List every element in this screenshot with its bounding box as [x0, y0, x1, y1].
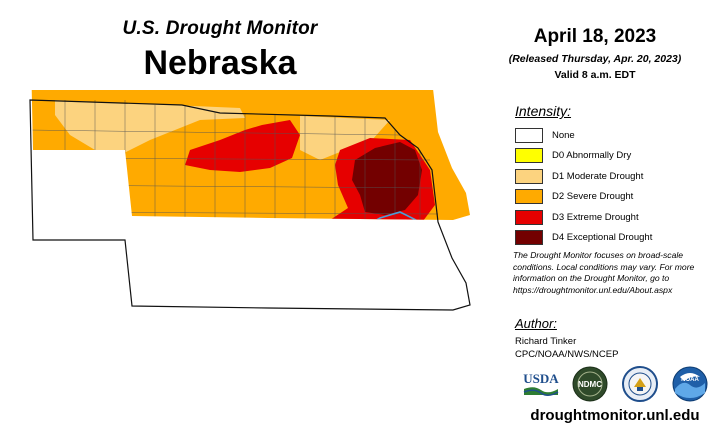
legend-item-d3: D3 Extreme Drought: [515, 207, 715, 228]
valid-time: Valid 8 a.m. EDT: [554, 69, 636, 81]
legend-swatch: [515, 230, 543, 246]
author-name: Richard Tinker: [515, 336, 577, 347]
d1-north-area: [55, 100, 245, 155]
legend-item-d2: D2 Severe Drought: [515, 187, 715, 208]
legend-swatch: [515, 189, 543, 205]
d3-panhandle-area: [30, 168, 92, 220]
legend-swatch: [515, 209, 543, 225]
d3-southwest-area: [132, 232, 262, 310]
d3-south-central-area: [318, 265, 380, 305]
d1-southeast-area: [380, 225, 470, 310]
legend-label: D4 Exceptional Drought: [552, 232, 653, 244]
legend-item-d4: D4 Exceptional Drought: [515, 228, 715, 249]
partner-logos: USDA NDMC NOAA: [515, 365, 720, 405]
legend-label: D1 Moderate Drought: [552, 170, 644, 182]
noaa-logo-text: NOAA: [681, 377, 699, 383]
ndmc-logo-text: NDMC: [578, 380, 602, 389]
legend-item-d1: D1 Moderate Drought: [515, 166, 715, 187]
date-block: April 18, 2023 (Released Thursday, Apr. …: [470, 26, 720, 81]
legend-label: None: [552, 129, 575, 141]
legend-title: Intensity:: [515, 103, 572, 119]
intensity-legend: Intensity: None D0 Abnormally Dry D1 Mod…: [515, 103, 715, 248]
d1-northeast-area: [300, 116, 390, 160]
legend-label: D3 Extreme Drought: [552, 211, 639, 223]
noaa-logo[interactable]: NOAA: [670, 365, 710, 403]
legend-label: D2 Severe Drought: [552, 191, 634, 203]
d0-southeast-area: [448, 282, 463, 306]
legend-swatch: [515, 127, 543, 143]
usda-logo-text: USDA: [523, 371, 559, 386]
monitor-title: U.S. Drought Monitor: [122, 18, 318, 39]
author-title: Author:: [515, 316, 557, 331]
legend-label: D0 Abnormally Dry: [552, 150, 632, 162]
author-block: Author: Richard Tinker CPC/NOAA/NWS/NCEP: [515, 316, 715, 361]
legend-swatch: [515, 148, 543, 164]
author-org: CPC/NOAA/NWS/NCEP: [515, 349, 619, 360]
legend-item-none: None: [515, 125, 715, 146]
disclaimer-text: The Drought Monitor focuses on broad-sca…: [513, 250, 695, 295]
usda-logo[interactable]: USDA: [520, 365, 562, 401]
state-border: [29, 99, 471, 311]
d4-northeast-area: [352, 142, 422, 215]
site-url-link[interactable]: droughtmonitor.unl.edu: [530, 407, 700, 424]
ndmc-logo[interactable]: NDMC: [570, 365, 610, 403]
title-block: U.S. Drought Monitor Nebraska: [0, 18, 440, 83]
legend-item-d0: D0 Abnormally Dry: [515, 146, 715, 167]
doc-seal-logo[interactable]: [620, 365, 660, 403]
legend-swatch: [515, 168, 543, 184]
map-date: April 18, 2023: [533, 26, 657, 47]
state-title: Nebraska: [143, 44, 297, 82]
drought-map: [29, 90, 471, 311]
release-date: (Released Thursday, Apr. 20, 2023): [508, 53, 682, 65]
